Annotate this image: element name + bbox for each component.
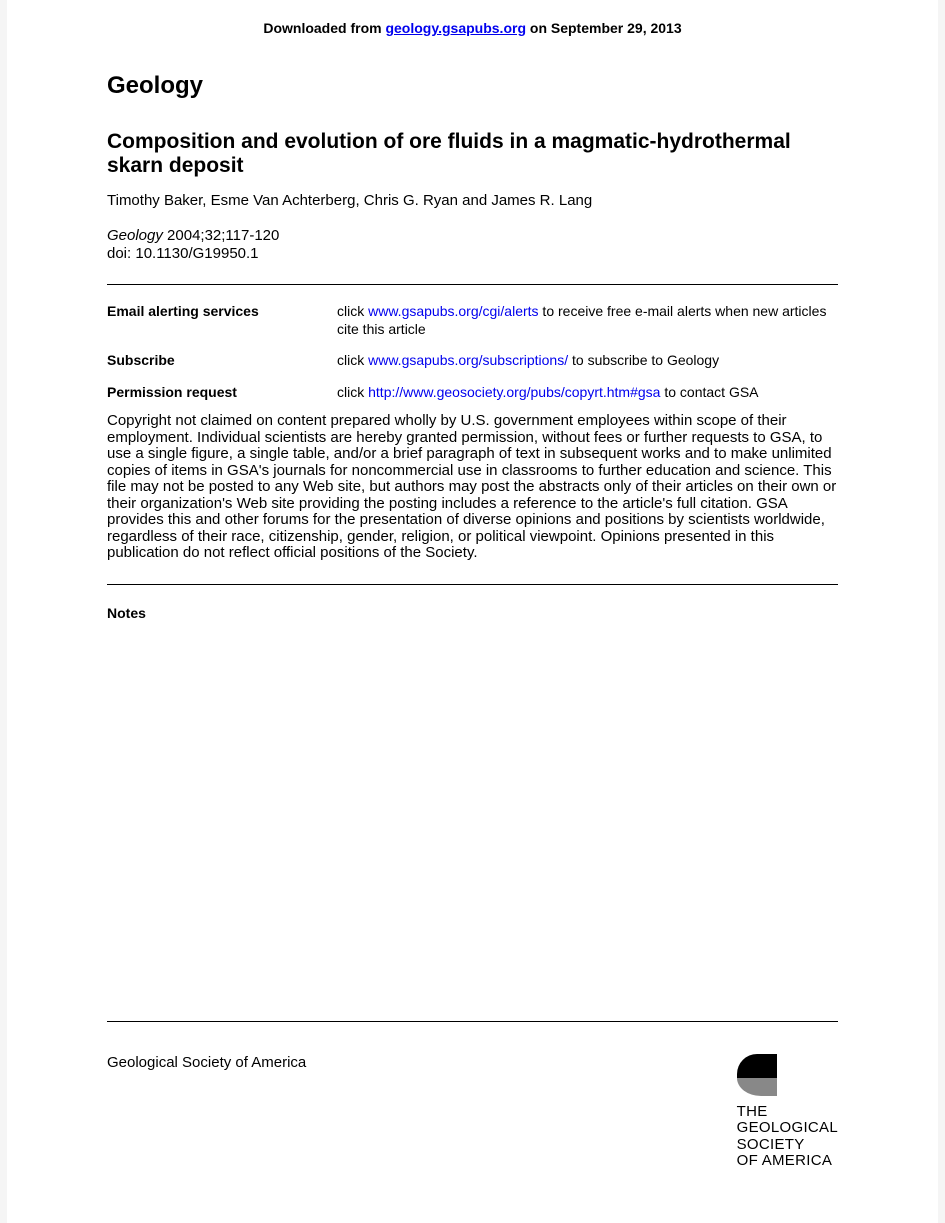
notes-spacer [107,621,838,1021]
authors-line: Timothy Baker, Esme Van Achterberg, Chri… [107,192,838,209]
alerts-link[interactable]: www.gsapubs.org/cgi/alerts [368,303,538,319]
article-title: Composition and evolution of ore fluids … [107,130,838,178]
service-pre: click [337,384,368,400]
citation-journal: Geology [107,227,163,244]
permission-link[interactable]: http://www.geosociety.org/pubs/copyrt.ht… [368,384,660,400]
service-row-alerts: Email alerting services click www.gsapub… [107,303,838,352]
society-name: Geological Society of America [107,1054,306,1071]
journal-name: Geology [107,72,838,100]
service-post: to contact GSA [660,384,758,400]
service-desc-subscribe: click www.gsapubs.org/subscriptions/ to … [337,352,838,384]
footer-row: Geological Society of America THE GEOLOG… [107,1054,838,1170]
logo-shape-dark [737,1054,777,1078]
service-desc-alerts: click www.gsapubs.org/cgi/alerts to rece… [337,303,838,352]
logo-line-2: GEOLOGICAL [737,1120,838,1137]
banner-prefix: Downloaded from [263,20,385,36]
divider-top [107,284,838,285]
banner-suffix: on September 29, 2013 [526,20,682,36]
service-pre: click [337,303,368,319]
citation-line: Geology 2004;32;117-120 [107,227,838,244]
page-container: Downloaded from geology.gsapubs.org on S… [7,0,938,1223]
download-banner: Downloaded from geology.gsapubs.org on S… [7,20,938,40]
logo-line-1: THE [737,1104,838,1121]
divider-mid [107,584,838,585]
logo-line-3: SOCIETY [737,1137,838,1154]
notes-label: Notes [107,605,838,621]
gsa-logo-block: THE GEOLOGICAL SOCIETY OF AMERICA [737,1054,838,1170]
copyright-text: Copyright not claimed on content prepare… [107,413,838,562]
service-label-subscribe: Subscribe [107,352,337,384]
logo-line-4: OF AMERICA [737,1153,838,1170]
service-label-permission: Permission request [107,384,337,416]
services-table: Email alerting services click www.gsapub… [107,303,838,415]
logo-shape-grey [737,1078,777,1096]
logo-text: THE GEOLOGICAL SOCIETY OF AMERICA [737,1104,838,1170]
service-pre: click [337,352,368,368]
content-area: Geology Composition and evolution of ore… [7,72,938,1170]
doi-line: doi: 10.1130/G19950.1 [107,245,838,262]
banner-link[interactable]: geology.gsapubs.org [385,20,526,36]
citation-rest: 2004;32;117-120 [163,227,280,244]
gsa-logo-icon [737,1054,777,1098]
service-post: to subscribe to Geology [568,352,719,368]
service-row-permission: Permission request click http://www.geos… [107,384,838,416]
service-row-subscribe: Subscribe click www.gsapubs.org/subscrip… [107,352,838,384]
subscribe-link[interactable]: www.gsapubs.org/subscriptions/ [368,352,568,368]
service-label-alerts: Email alerting services [107,303,337,352]
divider-bottom [107,1021,838,1022]
service-desc-permission: click http://www.geosociety.org/pubs/cop… [337,384,838,416]
